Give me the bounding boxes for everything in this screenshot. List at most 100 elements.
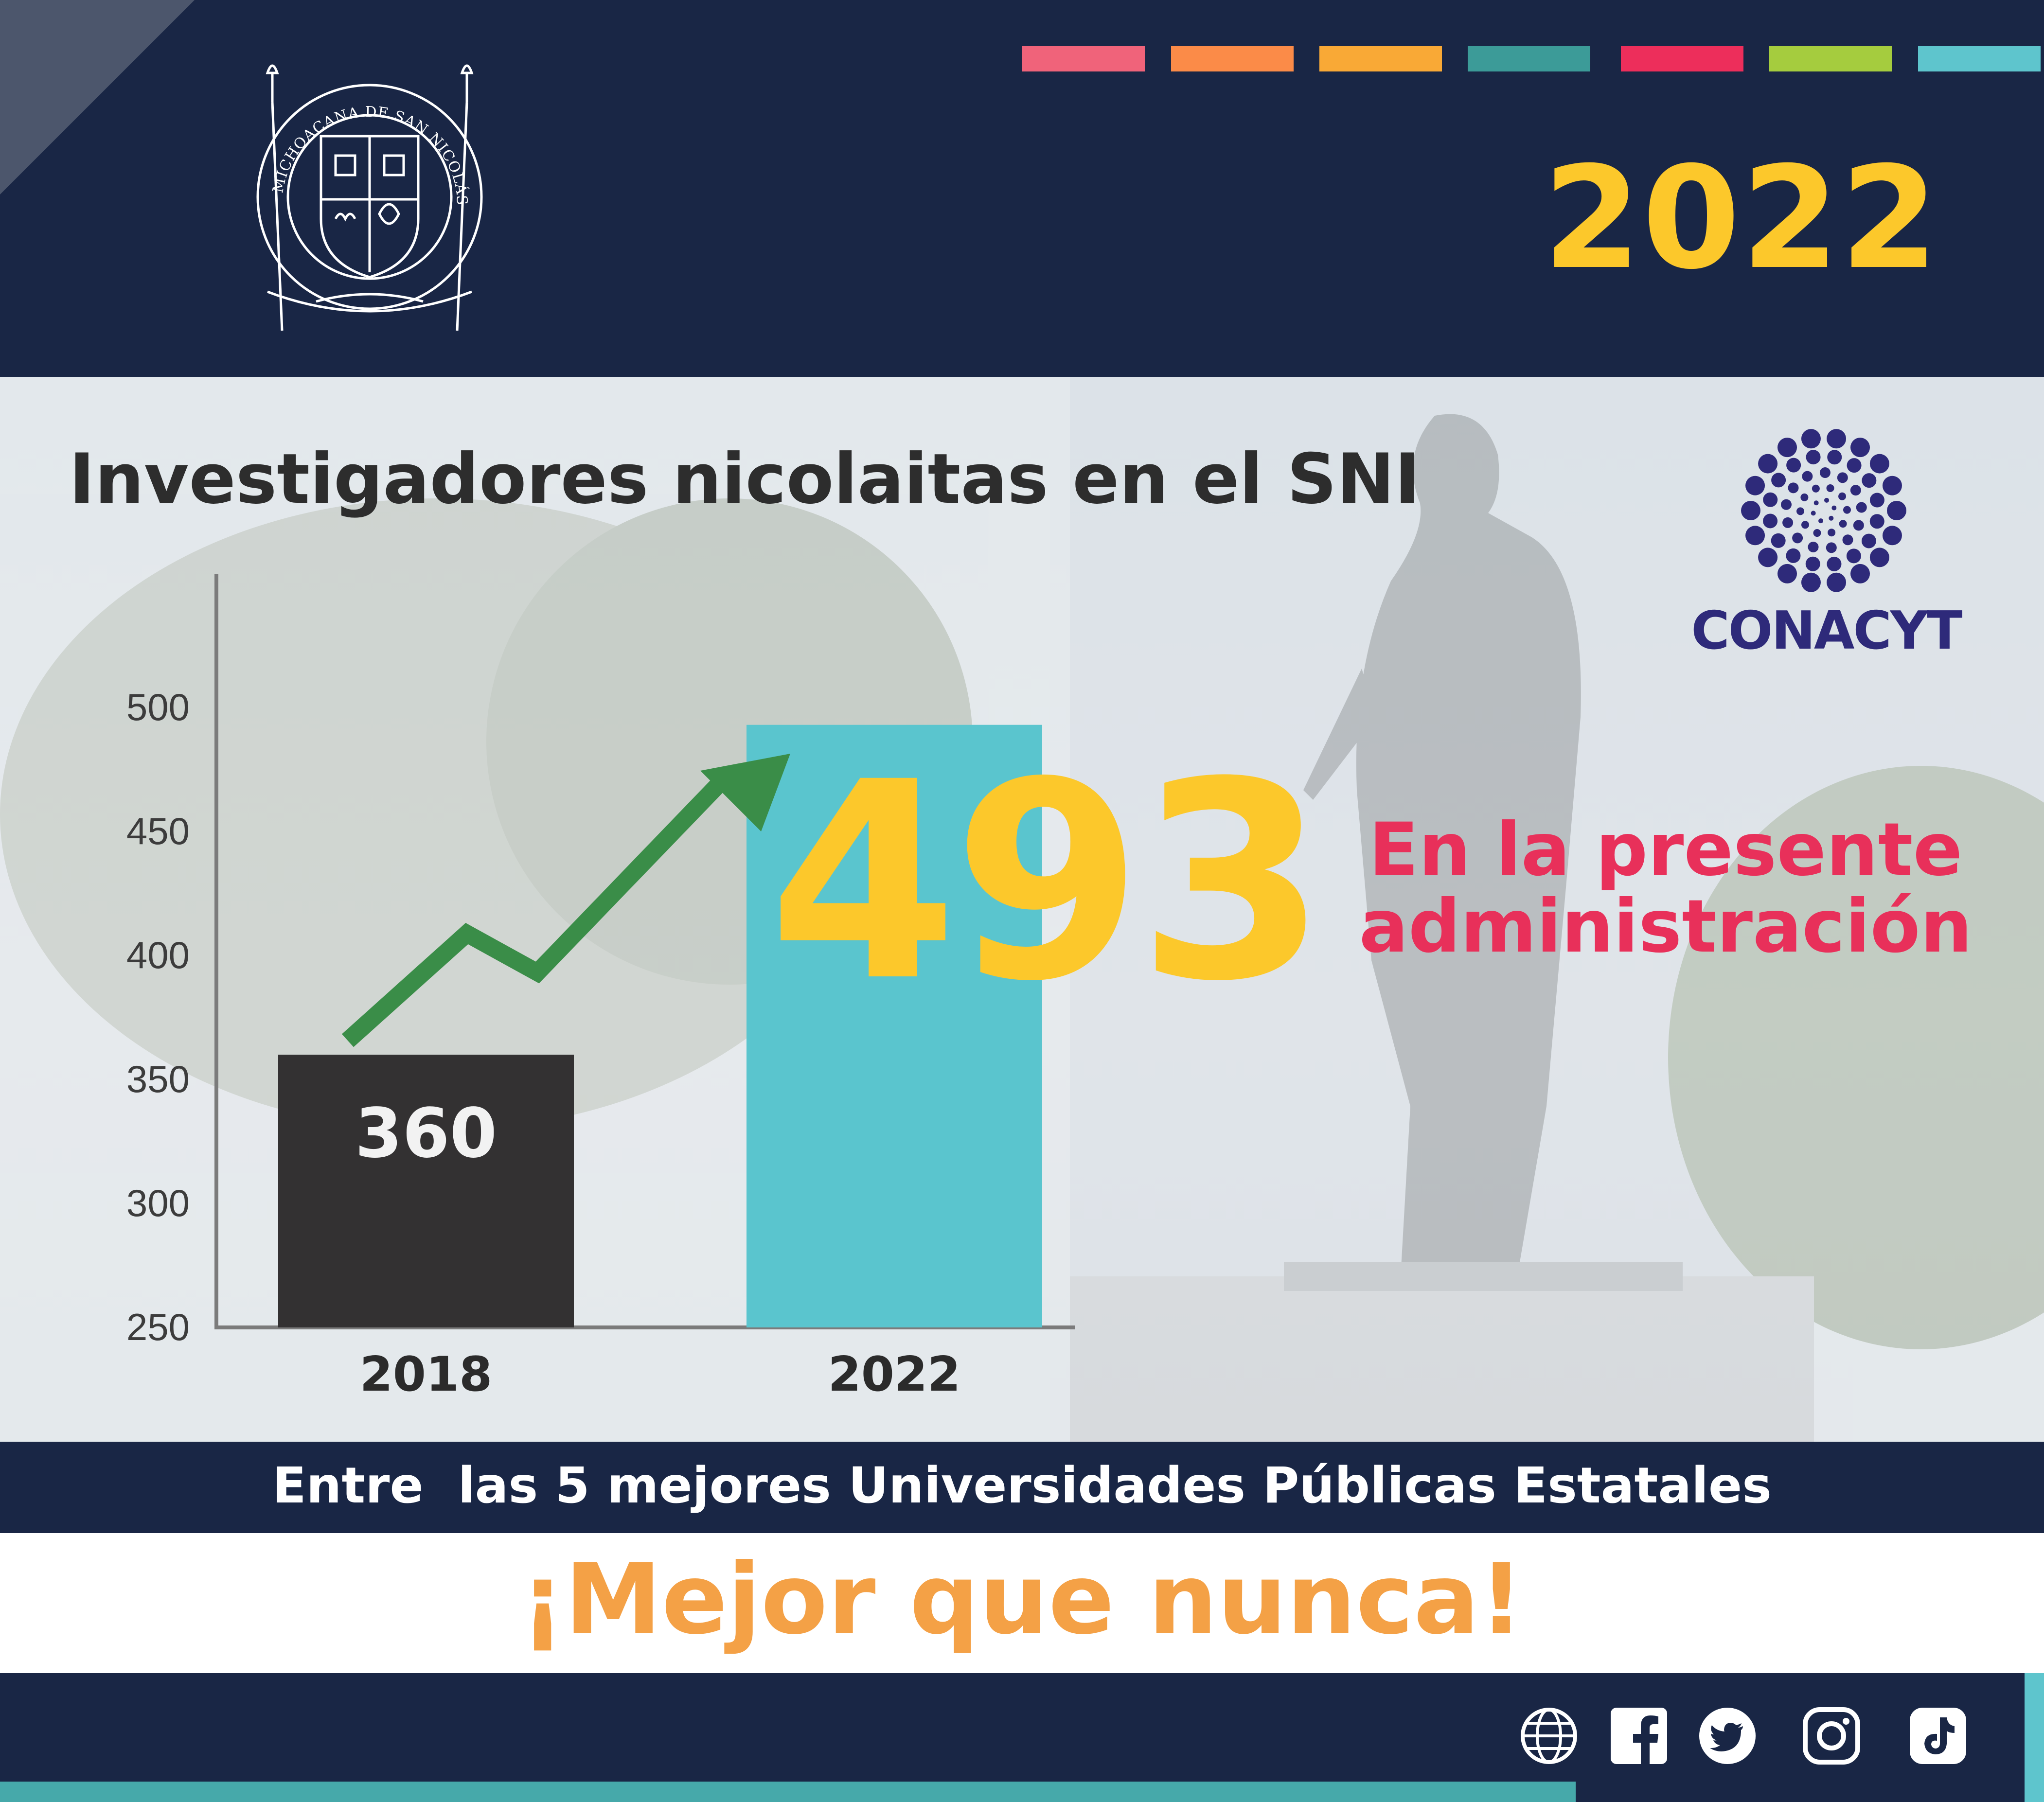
conacyt-dot — [1805, 556, 1820, 571]
conacyt-dot — [1828, 529, 1836, 537]
conacyt-dot — [1827, 556, 1842, 571]
conacyt-dot — [1800, 493, 1809, 501]
conacyt-dot — [1813, 529, 1821, 537]
conacyt-dot — [1837, 472, 1848, 483]
highlight-line-1: En la presente — [1369, 808, 1963, 892]
conacyt-dot — [1763, 513, 1778, 529]
conacyt-dot — [1786, 548, 1801, 563]
facebook-icon[interactable] — [1610, 1707, 1668, 1765]
ranking-text: Entre las 5 mejores Universidades Públic… — [272, 1457, 1772, 1515]
conacyt-label: CONACYT — [1691, 601, 1962, 661]
conacyt-dot — [1801, 521, 1809, 529]
conacyt-dot — [1882, 476, 1902, 495]
instagram-icon[interactable] — [1802, 1707, 1861, 1765]
y-tick-label: 250 — [126, 1306, 190, 1348]
conacyt-dot — [1745, 476, 1765, 495]
conacyt-dot — [1819, 467, 1831, 478]
conacyt-dot — [1813, 500, 1819, 506]
big-value-493: 493 — [768, 724, 1327, 1041]
conacyt-dot — [1831, 505, 1837, 511]
main-panel: Investigadores nicolaitas en el SNI 500 4… — [0, 377, 2044, 1442]
slogan-text: ¡Mejor que nunca! — [520, 1543, 1524, 1656]
www-globe-icon[interactable] — [1520, 1707, 1578, 1765]
conacyt-dot — [1847, 458, 1862, 473]
conacyt-dot — [1808, 541, 1819, 552]
conacyt-dot — [1827, 572, 1847, 592]
conacyt-dot — [1869, 514, 1884, 529]
conacyt-dot — [1853, 520, 1864, 531]
y-tick-label: 300 — [126, 1182, 190, 1224]
conacyt-dot — [1824, 497, 1830, 503]
header-corner-triangle — [0, 0, 195, 194]
stripe-3 — [1319, 46, 1442, 71]
trend-arrow — [341, 754, 790, 1047]
stripe-2 — [1171, 46, 1294, 71]
trend-arrowhead — [700, 754, 790, 831]
conacyt-dot — [1788, 482, 1799, 494]
conacyt-dot — [1771, 533, 1786, 548]
stripe-7 — [1918, 46, 2041, 71]
conacyt-dot — [1869, 454, 1889, 474]
category-label: 2022 — [828, 1347, 961, 1402]
y-tick-label: 400 — [126, 934, 190, 976]
conacyt-dot — [1758, 548, 1778, 567]
conacyt-dot — [1861, 533, 1876, 548]
conacyt-dot — [1801, 429, 1821, 449]
bar-2022 — [747, 724, 1042, 1327]
bar-2018 — [278, 1055, 574, 1327]
bar-value-label: 360 — [355, 1094, 497, 1173]
conacyt-dot — [1862, 473, 1877, 488]
conacyt-dot — [1812, 484, 1820, 493]
conacyt-dot — [1802, 471, 1813, 482]
header-band: UNIVERSIDAD MICHOACANA DE SAN NICOLÁS DE… — [0, 0, 2044, 377]
university-seal-logo: UNIVERSIDAD MICHOACANA DE SAN NICOLÁS DE… — [238, 58, 483, 331]
footer-teal-line — [0, 1782, 1576, 1802]
conacyt-dot — [1811, 511, 1816, 516]
tiktok-icon[interactable] — [1909, 1707, 1967, 1765]
conacyt-dot — [1796, 507, 1805, 515]
conacyt-dot — [1801, 572, 1821, 592]
footer-side-accent — [2025, 1673, 2044, 1802]
conacyt-dot — [1827, 429, 1847, 449]
y-axis-ticks: 500 450 400 350 300 250 — [126, 686, 190, 1348]
twitter-icon[interactable] — [1698, 1707, 1757, 1765]
conacyt-dot — [1758, 454, 1778, 474]
conacyt-dot — [1786, 458, 1801, 473]
header-year: 2022 — [1543, 137, 1939, 300]
conacyt-dot — [1826, 542, 1837, 553]
bar-chart: 500 450 400 350 300 250 360 2018 2022 — [126, 574, 1075, 1402]
conacyt-dot — [1818, 518, 1823, 524]
conacyt-dot — [1882, 526, 1902, 546]
conacyt-dot — [1829, 515, 1834, 521]
conacyt-dot — [1839, 520, 1847, 528]
conacyt-dot — [1850, 485, 1861, 496]
conacyt-dot — [1869, 493, 1884, 508]
conacyt-dot — [1745, 526, 1765, 546]
y-tick-label: 350 — [126, 1058, 190, 1100]
conacyt-dot — [1827, 450, 1842, 465]
conacyt-dot — [1826, 484, 1834, 492]
stripe-4 — [1468, 46, 1590, 71]
conacyt-dot — [1887, 501, 1906, 520]
highlight-text: En la presente administración — [1342, 812, 1989, 965]
stripe-1 — [1022, 46, 1145, 71]
conacyt-dot — [1777, 564, 1797, 583]
category-labels: 2018 2022 — [360, 1347, 961, 1402]
conacyt-dot — [1850, 564, 1870, 583]
highlight-line-2: administración — [1359, 884, 1973, 969]
conacyt-dot — [1771, 473, 1786, 488]
chart-title: Investigadores nicolaitas en el SNI — [69, 439, 1421, 519]
conacyt-dot — [1869, 548, 1889, 567]
conacyt-dot — [1838, 492, 1847, 500]
conacyt-dot — [1792, 532, 1803, 544]
conacyt-dot — [1850, 438, 1870, 458]
slogan-band — [0, 1533, 2044, 1673]
category-label: 2018 — [360, 1347, 493, 1402]
conacyt-dot — [1842, 534, 1853, 546]
conacyt-dot — [1856, 502, 1867, 513]
conacyt-dot — [1741, 501, 1760, 520]
trend-line — [341, 767, 736, 1047]
conacyt-dot — [1843, 506, 1851, 514]
conacyt-dot — [1782, 517, 1794, 528]
conacyt-dot — [1846, 548, 1861, 564]
